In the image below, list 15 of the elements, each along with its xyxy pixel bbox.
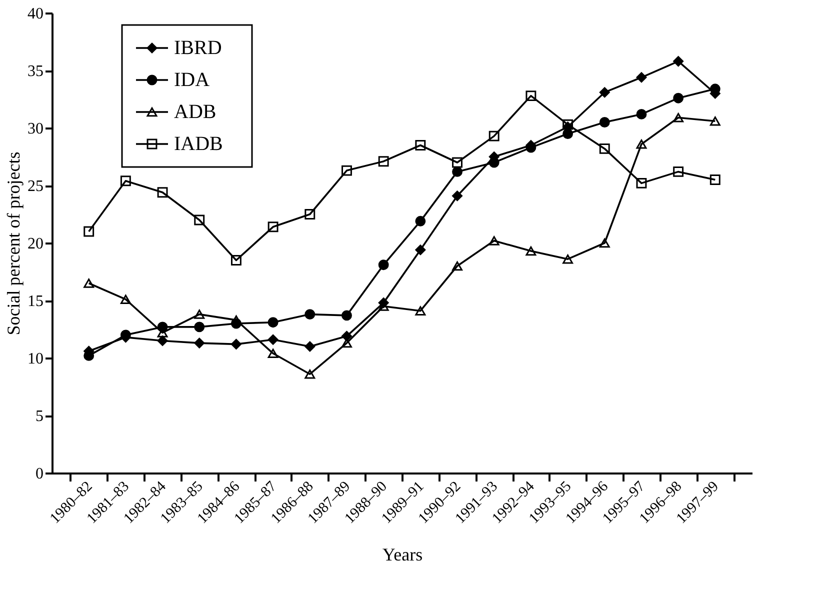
y-tick-label: 20: [28, 236, 44, 252]
y-tick-label: 5: [36, 408, 44, 425]
y-tick-label: 40: [28, 6, 44, 22]
y-axis-title: Social percent of projects: [4, 152, 24, 336]
y-tick-label: 25: [28, 178, 44, 195]
x-axis-title: Years: [382, 544, 423, 564]
y-tick-label: 0: [36, 466, 44, 482]
y-tick-label: 30: [28, 120, 44, 138]
legend-label: ADB: [174, 101, 216, 123]
legend-label: IADB: [174, 133, 223, 155]
y-tick-label: 35: [28, 63, 44, 80]
y-tick-label: 10: [28, 350, 44, 368]
legend-label: IDA: [174, 69, 210, 91]
y-tick-label: 15: [28, 293, 44, 310]
legend-label: IBRD: [174, 37, 222, 59]
